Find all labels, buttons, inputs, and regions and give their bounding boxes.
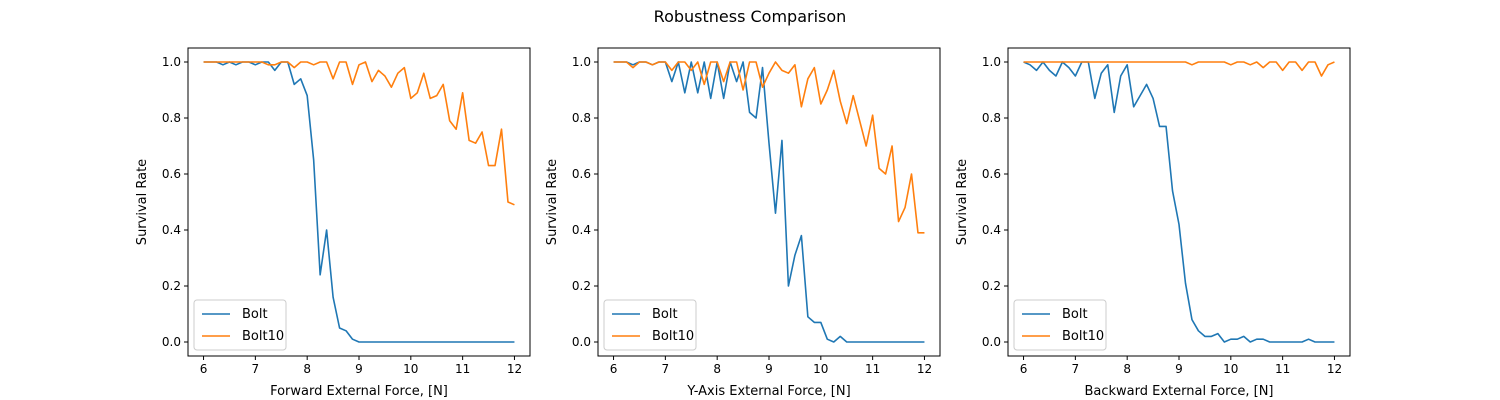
x-tick-label: 12 [507,362,522,376]
y-tick-label: 0.2 [572,279,591,293]
series-line-bolt10 [1023,61,1335,77]
x-tick-label: 8 [303,362,311,376]
legend-label-bolt10: Bolt10 [1062,329,1104,344]
x-tick-label: 7 [252,362,260,376]
x-tick-label: 11 [865,362,880,376]
figure-title: Robustness Comparison [654,7,847,26]
y-tick-label: 0.2 [162,279,181,293]
legend-label-bolt10: Bolt10 [242,329,284,344]
y-tick-label: 0.6 [982,167,1001,181]
x-tick-label: 10 [403,362,418,376]
y-tick-label: 1.0 [572,55,591,69]
y-axis-label: Survival Rate [135,159,150,245]
x-tick-label: 11 [1275,362,1290,376]
legend-label-bolt: Bolt [242,307,268,322]
y-tick-label: 0.0 [162,335,181,349]
x-axis-label: Y-Axis External Force, [N] [686,384,850,399]
legend-label-bolt: Bolt [652,307,678,322]
y-tick-label: 1.0 [982,55,1001,69]
series-line-bolt10 [613,61,925,234]
x-tick-label: 12 [917,362,932,376]
x-tick-label: 8 [713,362,721,376]
x-tick-label: 6 [200,362,208,376]
legend-box [603,299,697,351]
y-tick-label: 1.0 [162,55,181,69]
series-line-bolt10 [203,61,515,206]
x-tick-label: 6 [1020,362,1028,376]
subplot-3: 6 7 8 9 10 11 12 0.0 0.2 0.4 0.6 0.8 1.0 Backward Ext… [955,47,1351,399]
y-tick-label: 0.8 [982,111,1001,125]
x-tick-label: 8 [1123,362,1131,376]
y-tick-label: 0.6 [572,167,591,181]
x-tick-label: 12 [1327,362,1342,376]
x-tick-label: 10 [813,362,828,376]
subplot-2: 6 7 8 9 10 11 12 0.0 0.2 0.4 0.6 0.8 1.0 Y-Axis Exter… [545,47,941,399]
subplots: 6 7 8 9 10 11 12 0.0 0.2 0.4 0.6 0.8 1.0 Forward Exte… [135,47,1351,399]
x-tick-label: 7 [1072,362,1080,376]
legend: Bolt Bolt10 [1013,299,1107,351]
y-tick-label: 0.0 [572,335,591,349]
x-tick-label: 7 [662,362,670,376]
legend-box [193,299,287,351]
x-tick-label: 6 [610,362,618,376]
legend: Bolt Bolt10 [603,299,697,351]
y-tick-label: 0.0 [982,335,1001,349]
x-axis-label: Forward External Force, [N] [270,384,448,399]
x-axis-label: Backward External Force, [N] [1084,384,1273,399]
legend-label-bolt: Bolt [1062,307,1088,322]
y-tick-label: 0.8 [572,111,591,125]
series-line-bolt [1023,61,1335,343]
y-tick-label: 0.8 [162,111,181,125]
y-tick-label: 0.4 [982,223,1001,237]
x-tick-label: 9 [1175,362,1183,376]
series-line-bolt [203,61,515,343]
y-axis-label: Survival Rate [545,159,560,245]
legend-box [1013,299,1107,351]
x-tick-label: 10 [1223,362,1238,376]
x-tick-label: 11 [455,362,470,376]
y-tick-label: 0.2 [982,279,1001,293]
legend-label-bolt10: Bolt10 [652,329,694,344]
legend: Bolt Bolt10 [193,299,287,351]
x-tick-label: 9 [355,362,363,376]
x-tick-label: 9 [765,362,773,376]
y-axis-label: Survival Rate [955,159,970,245]
y-tick-label: 0.6 [162,167,181,181]
y-tick-label: 0.4 [162,223,181,237]
y-tick-label: 0.4 [572,223,591,237]
subplot-1: 6 7 8 9 10 11 12 0.0 0.2 0.4 0.6 0.8 1.0 Forward Exte… [135,47,531,399]
